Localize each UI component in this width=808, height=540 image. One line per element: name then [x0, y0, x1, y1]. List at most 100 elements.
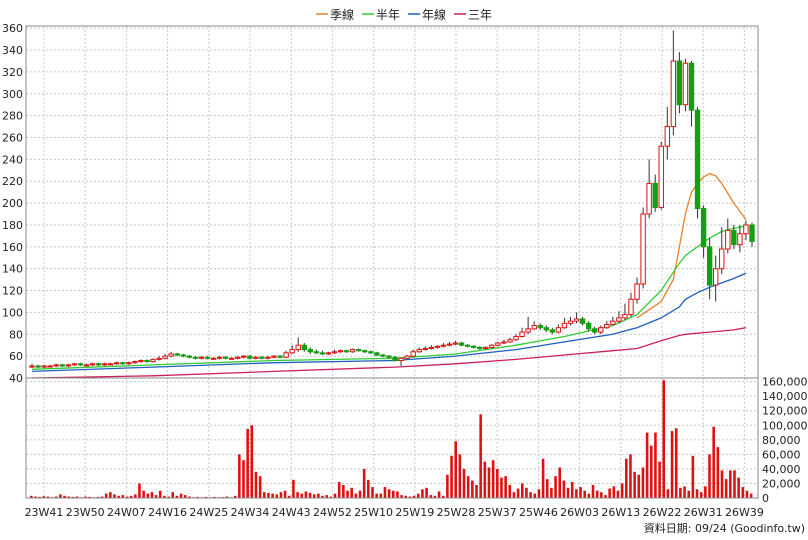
candle-body: [349, 349, 356, 353]
volume-bar: [383, 487, 387, 498]
candle-body: [489, 344, 495, 348]
volume-bar: [699, 492, 703, 498]
volume-bar: [275, 494, 279, 498]
volume-bar: [516, 488, 520, 498]
volume-bar: [541, 458, 545, 498]
legend-label-year: 年線: [422, 7, 446, 22]
candle-body: [604, 323, 610, 329]
candle-body: [446, 343, 453, 346]
moving-average-lines: [31, 172, 747, 379]
candle-body: [235, 356, 241, 359]
volume-bar: [300, 493, 304, 498]
volume-bar: [466, 476, 470, 498]
price-tick-label: 240: [2, 153, 23, 166]
volume-bar: [304, 491, 308, 498]
candle-body: [107, 363, 114, 366]
volume-bar: [254, 471, 258, 498]
candle-body: [156, 357, 162, 360]
x-tick-label: 24W16: [148, 506, 187, 519]
volume-panel-frame: [25, 377, 759, 499]
candle-body: [247, 355, 253, 359]
x-tick-label: 26W39: [725, 506, 764, 519]
price-tick-label: 80: [9, 328, 23, 341]
candle-body: [725, 229, 731, 250]
candle-body: [259, 356, 265, 359]
candle-body: [634, 283, 640, 300]
price-tick-label: 120: [2, 285, 23, 298]
candle-body: [277, 355, 283, 358]
volume-bar: [562, 480, 566, 498]
volume-bar: [163, 495, 166, 498]
candle-body: [47, 365, 53, 368]
candle-body: [95, 363, 102, 366]
volume-bar: [283, 490, 287, 498]
candle-body: [331, 351, 338, 354]
volume-bar: [620, 483, 624, 498]
volume-bar: [375, 493, 378, 498]
candle-body: [59, 364, 65, 367]
candle-body: [210, 357, 217, 360]
volume-bar: [246, 428, 249, 498]
candle-body: [77, 363, 84, 366]
candle-body: [652, 182, 658, 208]
candle-body: [89, 363, 96, 366]
volume-bar: [30, 495, 33, 498]
volume-bar: [550, 487, 553, 498]
volume-bar: [591, 484, 595, 498]
volume-bar: [508, 484, 512, 498]
volume-bar: [504, 476, 507, 498]
volume-tick-label: 80,000: [762, 434, 801, 447]
volume-bar: [54, 496, 58, 498]
candle-body: [150, 358, 156, 363]
volume-bar: [649, 445, 653, 498]
volume-bar: [720, 470, 724, 498]
volume-bar: [96, 496, 100, 498]
x-tick-label: 25W28: [437, 506, 476, 519]
volume-bar: [716, 447, 720, 498]
volume-bar: [625, 458, 628, 498]
volume-bar: [446, 474, 449, 498]
volume-bar: [416, 493, 420, 498]
volume-bar: [46, 496, 50, 498]
volume-bar: [433, 495, 437, 498]
price-tick-label: 60: [9, 350, 23, 363]
candle-body: [325, 352, 332, 355]
x-tick-label: 25W37: [478, 506, 517, 519]
candle-body: [706, 246, 713, 286]
candle-body: [368, 351, 374, 354]
volume-bar: [683, 486, 686, 498]
legend-label-quarter: 季線: [330, 7, 354, 22]
volume-bar: [317, 493, 320, 498]
candle-body: [537, 325, 543, 329]
candle-body: [392, 356, 398, 362]
candle-body: [35, 365, 41, 368]
volume-tick-label: 60,000: [762, 448, 801, 461]
candle-body: [362, 350, 368, 353]
candle-body: [416, 349, 422, 353]
candle-body: [719, 248, 725, 270]
volume-bar: [196, 496, 200, 498]
candle-body: [452, 342, 459, 345]
x-tick-label: 26W03: [560, 506, 599, 519]
volume-bar: [258, 476, 262, 498]
volume-bar: [346, 490, 349, 498]
candle-body: [101, 363, 108, 366]
volume-bar: [437, 491, 441, 498]
candle-body: [567, 320, 574, 324]
candle-body: [307, 349, 314, 353]
volume-bar: [724, 479, 728, 498]
volume-bar: [408, 496, 412, 498]
candle-body: [531, 325, 537, 330]
volume-bar: [354, 493, 358, 498]
volume-bar: [263, 492, 266, 498]
price-tick-label: 340: [2, 44, 23, 57]
volume-bar: [500, 477, 503, 498]
legend: 季線 半年 年線 三年: [316, 7, 492, 22]
candle-body: [404, 355, 410, 359]
x-tick-label: 24W07: [107, 506, 146, 519]
candle-body: [71, 363, 78, 366]
candle-body: [477, 346, 483, 349]
candle-body: [434, 345, 441, 348]
